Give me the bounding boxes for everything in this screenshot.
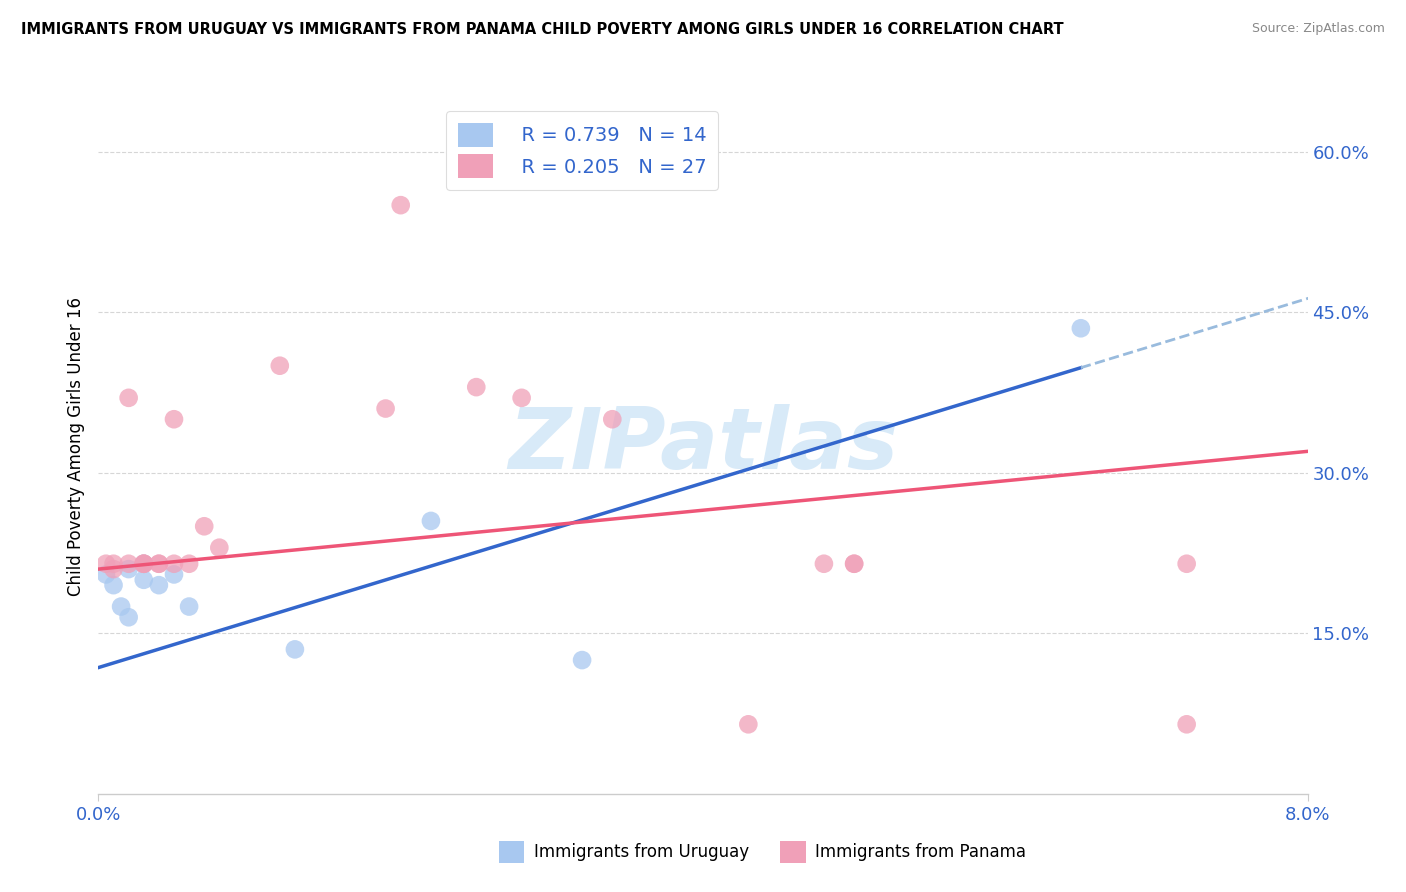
Point: [1070, 321, 1092, 335]
Point: [148, 578, 170, 592]
Point: [132, 573, 155, 587]
Point: [148, 557, 170, 571]
Point: [374, 401, 396, 416]
Point: [132, 557, 155, 571]
Point: [389, 198, 412, 212]
Point: [179, 599, 201, 614]
Point: [465, 380, 488, 394]
Text: Immigrants from Panama: Immigrants from Panama: [815, 843, 1026, 861]
Point: [103, 562, 125, 576]
Point: [132, 557, 155, 571]
Point: [284, 642, 307, 657]
Text: IMMIGRANTS FROM URUGUAY VS IMMIGRANTS FROM PANAMA CHILD POVERTY AMONG GIRLS UNDE: IMMIGRANTS FROM URUGUAY VS IMMIGRANTS FR…: [21, 22, 1064, 37]
Point: [1175, 557, 1198, 571]
Point: [602, 412, 624, 426]
Y-axis label: Child Poverty Among Girls Under 16: Child Poverty Among Girls Under 16: [66, 296, 84, 596]
Point: [844, 557, 866, 571]
Point: [571, 653, 593, 667]
Point: [94, 567, 117, 582]
Point: [179, 557, 201, 571]
Legend:   R = 0.739   N = 14,   R = 0.205   N = 27: R = 0.739 N = 14, R = 0.205 N = 27: [446, 112, 718, 190]
Point: [103, 578, 125, 592]
Point: [208, 541, 231, 555]
Point: [1175, 717, 1198, 731]
Point: [163, 567, 186, 582]
Point: [737, 717, 759, 731]
Point: [193, 519, 215, 533]
Point: [94, 557, 117, 571]
Point: [420, 514, 443, 528]
Text: ZIPatlas: ZIPatlas: [508, 404, 898, 488]
Text: Immigrants from Uruguay: Immigrants from Uruguay: [534, 843, 749, 861]
Point: [148, 557, 170, 571]
Point: [163, 557, 186, 571]
Point: [844, 557, 866, 571]
Point: [813, 557, 835, 571]
Point: [269, 359, 291, 373]
Point: [510, 391, 533, 405]
Point: [118, 391, 141, 405]
Point: [132, 557, 155, 571]
Text: Source: ZipAtlas.com: Source: ZipAtlas.com: [1251, 22, 1385, 36]
Point: [110, 599, 132, 614]
Point: [163, 412, 186, 426]
Point: [118, 610, 141, 624]
Point: [118, 557, 141, 571]
Point: [132, 557, 155, 571]
Point: [103, 557, 125, 571]
Point: [118, 562, 141, 576]
